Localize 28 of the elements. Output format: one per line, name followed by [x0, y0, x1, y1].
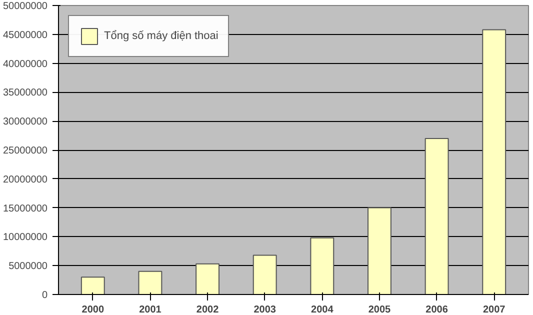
y-tick-label: 15000000 — [3, 203, 48, 214]
x-tick-label: 2005 — [368, 304, 392, 315]
y-tick-label: 50000000 — [3, 1, 48, 12]
y-tick-label: 35000000 — [3, 88, 48, 99]
x-tick-label: 2001 — [139, 304, 162, 315]
bar — [252, 254, 277, 294]
y-tick-label: 5000000 — [8, 261, 48, 272]
y-tick-label: 20000000 — [3, 174, 48, 186]
legend-label: Tổng số máy điện thoai — [104, 30, 218, 42]
bar — [196, 263, 220, 294]
y-tick-label: 10000000 — [3, 232, 48, 244]
y-tick-label: 40000000 — [3, 58, 48, 70]
bar — [138, 270, 162, 294]
x-tick-label: 2002 — [196, 304, 220, 315]
y-tick-label: 30000000 — [3, 116, 48, 128]
x-tick-label: 2007 — [482, 304, 506, 315]
x-tick-label: 2004 — [311, 304, 334, 315]
x-tick-label: 2000 — [82, 304, 104, 315]
y-tick-label: 25000000 — [3, 146, 48, 156]
bar — [80, 276, 105, 294]
y-tick-label: 45000000 — [3, 30, 48, 41]
x-tick-label: 2006 — [426, 304, 448, 315]
bar — [424, 138, 449, 294]
x-tick-label: 2003 — [254, 304, 276, 315]
bar — [368, 207, 392, 294]
bar — [310, 237, 334, 294]
y-tick-label: 0 — [42, 290, 48, 301]
bar — [482, 29, 506, 294]
